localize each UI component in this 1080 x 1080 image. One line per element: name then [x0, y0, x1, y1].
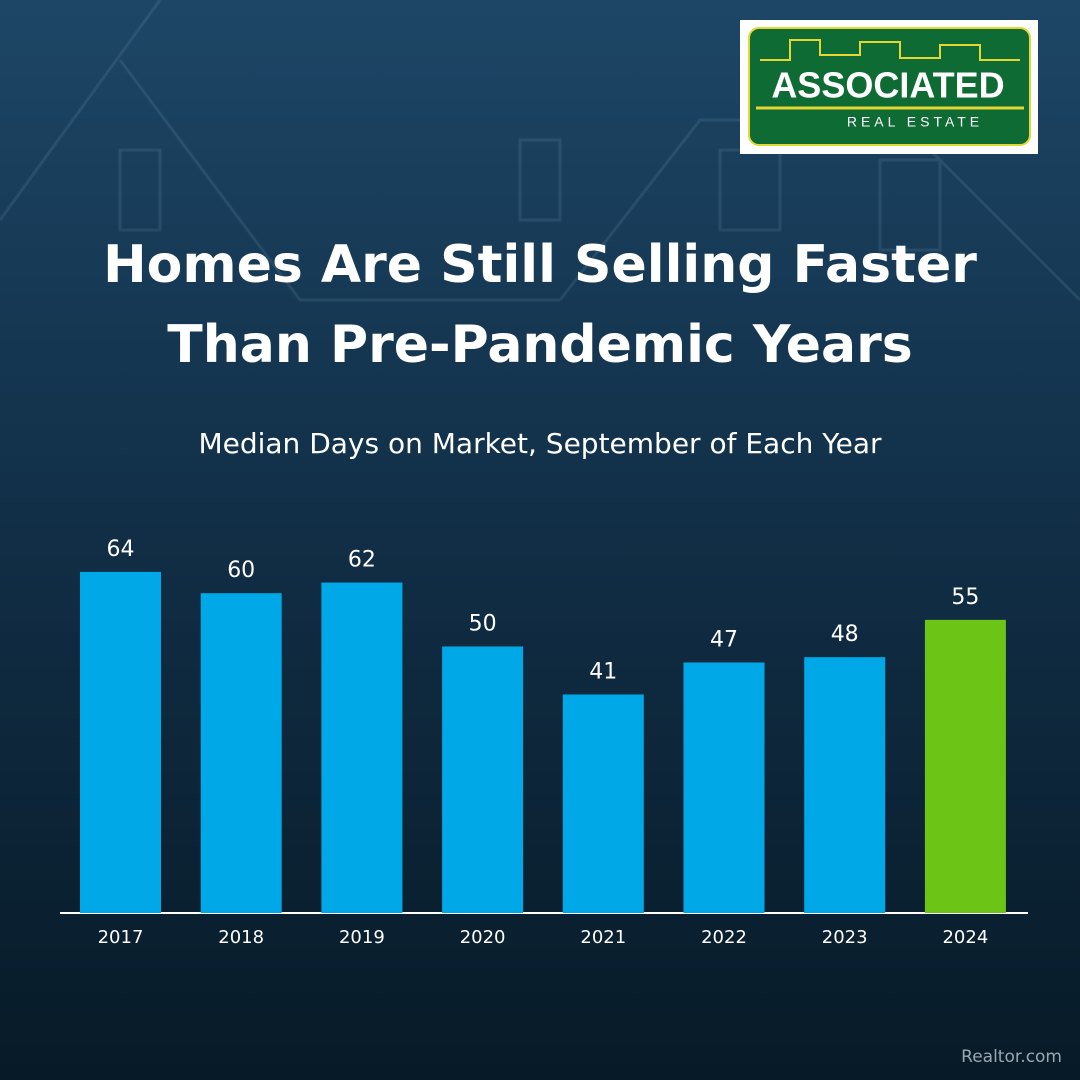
- logo-tagline: REAL ESTATE: [847, 114, 983, 130]
- x-tick-label: 2021: [580, 927, 626, 948]
- bar: [804, 657, 886, 913]
- bar: [562, 694, 644, 913]
- value-label: 48: [831, 622, 859, 647]
- title-box: Homes Are Still Selling Faster Than Pre-…: [103, 235, 977, 375]
- chart-subtitle: Median Days on Market, September of Each…: [198, 427, 882, 460]
- x-tick-label: 2018: [218, 927, 264, 948]
- logo-name: ASSOCIATED: [771, 65, 1004, 106]
- bar: [683, 662, 765, 913]
- x-tick-label: 2019: [339, 927, 385, 948]
- x-tick-label: 2017: [98, 927, 144, 948]
- value-label: 50: [469, 612, 497, 637]
- source: Realtor.com: [961, 1047, 1062, 1067]
- value-label: 60: [227, 558, 255, 583]
- x-tick-label: 2024: [942, 927, 988, 948]
- logo-panel: [748, 27, 1031, 146]
- value-label: 62: [348, 548, 376, 573]
- bar: [924, 619, 1006, 913]
- bar: [321, 582, 403, 913]
- logo: ASSOCIATED REAL ESTATE: [740, 20, 1038, 154]
- value-label: 41: [589, 659, 617, 684]
- value-label: 55: [951, 585, 979, 610]
- x-tick-label: 2022: [701, 927, 747, 948]
- chart-title: Homes Are Still Selling Faster Than Pre-…: [103, 235, 977, 375]
- bar: [442, 646, 524, 913]
- bar: [200, 593, 282, 913]
- x-tick-label: 2023: [822, 927, 868, 948]
- bar: [80, 571, 161, 913]
- value-label: 47: [710, 627, 738, 652]
- x-tick-label: 2020: [460, 927, 506, 948]
- logo-skyline: [760, 39, 1020, 61]
- value-label: 64: [107, 537, 135, 562]
